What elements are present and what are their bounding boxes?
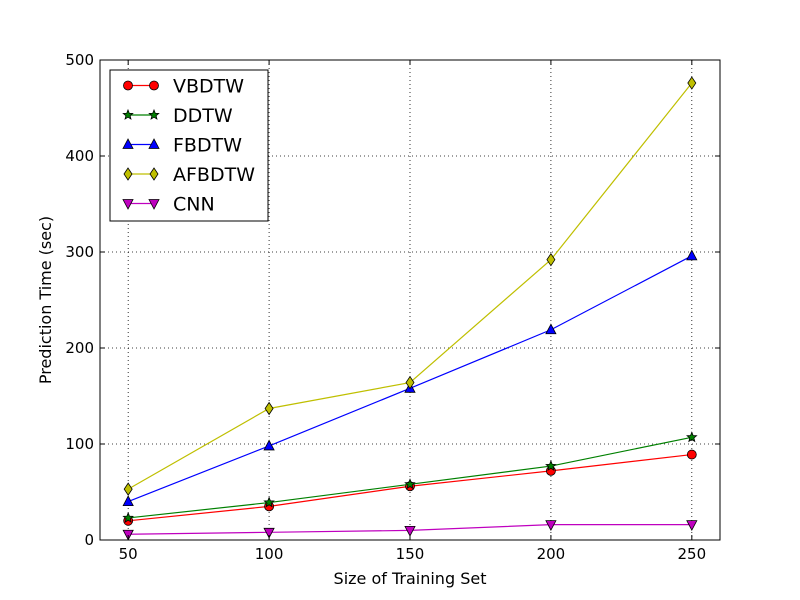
legend-marker	[122, 138, 134, 149]
x-tick-label: 200	[537, 545, 566, 563]
series-afbdtw	[123, 76, 697, 496]
data-point-vbdtw	[686, 449, 697, 460]
y-tick-label: 200	[65, 339, 94, 357]
data-point-cnn	[263, 527, 275, 539]
data-point-fbdtw	[263, 439, 275, 451]
data-point-fbdtw	[686, 249, 698, 261]
series-ddtw	[122, 431, 698, 523]
data-point-ddtw	[545, 460, 557, 472]
data-point-afbdtw	[123, 482, 133, 496]
x-tick-label: 250	[677, 545, 706, 563]
legend-item: CNN	[122, 194, 215, 216]
data-point-cnn	[122, 529, 134, 541]
series-cnn	[122, 520, 698, 541]
data-point-ddtw	[263, 496, 275, 508]
x-tick-label: 150	[396, 545, 425, 563]
x-tick-label: 100	[255, 545, 284, 563]
y-tick-label: 100	[65, 435, 94, 453]
data-point-cnn	[545, 520, 557, 531]
legend-label: VBDTW	[173, 76, 244, 98]
legend-item: AFBDTW	[123, 164, 255, 186]
data-point-afbdtw	[405, 375, 415, 390]
legend-marker	[122, 108, 134, 120]
legend-marker	[149, 167, 159, 181]
y-axis-label: Prediction Time (sec)	[36, 216, 55, 384]
data-point-cnn	[404, 526, 416, 537]
legend: VBDTW DDTW FBDTW AFBDTW CNN	[109, 69, 269, 222]
y-tick-label: 500	[65, 51, 94, 69]
legend-marker	[149, 80, 159, 91]
data-point-fbdtw	[122, 495, 134, 507]
data-point-ddtw	[404, 478, 416, 490]
legend-marker	[148, 138, 160, 149]
x-axis-label: Size of Training Set	[334, 569, 487, 588]
legend-label: DDTW	[173, 105, 233, 127]
legend-label: FBDTW	[173, 135, 242, 157]
legend-item: FBDTW	[122, 135, 242, 157]
legend-marker	[148, 199, 160, 210]
data-point-ddtw	[122, 511, 134, 523]
legend-item: DDTW	[122, 105, 233, 127]
legend-marker	[122, 199, 134, 210]
data-point-afbdtw	[264, 401, 274, 416]
y-tick-label: 400	[65, 147, 94, 165]
data-point-ddtw	[686, 431, 698, 443]
y-tick-label: 0	[84, 531, 94, 549]
data-point-afbdtw	[546, 252, 556, 267]
data-point-afbdtw	[687, 76, 697, 90]
legend-label: AFBDTW	[173, 164, 255, 186]
legend-label: CNN	[173, 194, 215, 216]
axis-ticks: 50 100 150 200 250 0 100 200 300 400 500	[65, 51, 720, 563]
y-tick-label: 300	[65, 243, 94, 261]
x-tick-label: 50	[119, 545, 138, 563]
data-point-cnn	[686, 520, 698, 531]
legend-box	[109, 69, 269, 222]
legend-item: VBDTW	[123, 76, 244, 98]
legend-marker	[123, 80, 133, 91]
legend-marker	[148, 108, 160, 120]
series-layer	[122, 76, 698, 541]
data-point-fbdtw	[545, 323, 557, 335]
legend-marker	[123, 167, 133, 181]
